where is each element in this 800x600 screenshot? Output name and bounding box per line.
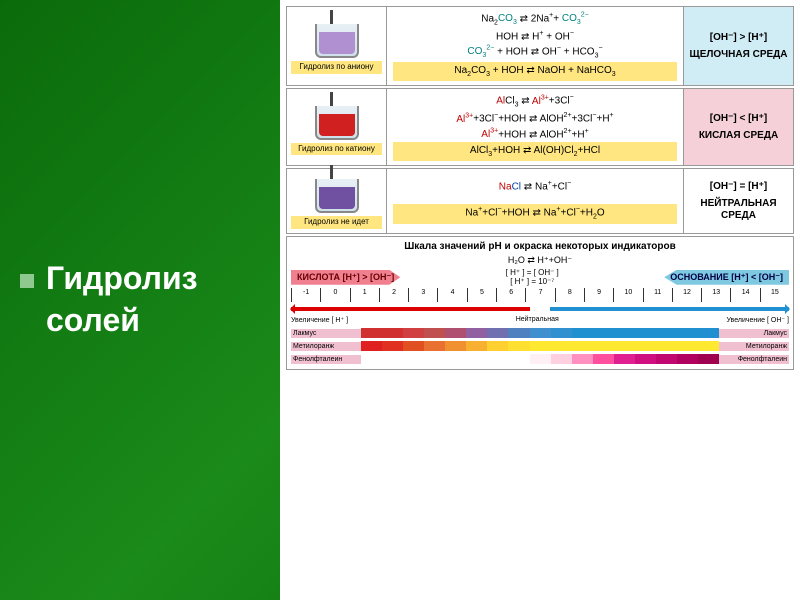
equations-cell: Na2CO3 ⇄ 2Na++ CO32−HOH ⇄ H+ + OH−CO32− … bbox=[387, 7, 683, 85]
result-cell: [OH⁻] > [H⁺] ЩЕЛОЧНАЯ СРЕДА bbox=[683, 7, 793, 85]
ph-section: Шкала значений pH и окраска некоторых ин… bbox=[286, 236, 794, 370]
result-inequality: [OH⁻] > [H⁺] bbox=[688, 32, 789, 43]
ph-tick: 12 bbox=[672, 288, 701, 302]
hydrolysis-row: Гидролиз по аниону Na2CO3 ⇄ 2Na++ CO32−HO… bbox=[286, 6, 794, 86]
ph-labels-row: КИСЛОТА [H⁺] > [OH⁻] [ H⁺ ] = [ OH⁻ ] [ … bbox=[291, 268, 789, 286]
ph-water-eq: H₂O ⇄ H⁺+OH⁻ bbox=[291, 255, 789, 266]
beaker-icon bbox=[312, 173, 362, 213]
content-panel: Гидролиз по аниону Na2CO3 ⇄ 2Na++ CO32−HO… bbox=[280, 0, 800, 600]
ph-tick: 9 bbox=[584, 288, 613, 302]
bullet-icon bbox=[20, 274, 34, 288]
equation: AlCl3 ⇄ Al3++3Cl− bbox=[393, 93, 677, 111]
hydrolysis-row: Гидролиз по катионуAlCl3 ⇄ Al3++3Cl−Al3+… bbox=[286, 88, 794, 166]
ph-tick: 2 bbox=[379, 288, 408, 302]
indicator-label-right: Фенолфталеин bbox=[719, 355, 789, 364]
result-cell: [OH⁻] < [H⁺] КИСЛАЯ СРЕДА bbox=[683, 89, 793, 165]
acid-arrow bbox=[291, 307, 530, 311]
ph-scale: -10123456789101112131415 bbox=[291, 288, 789, 302]
result-inequality: [OH⁻] = [H⁺] bbox=[688, 181, 789, 192]
ph-tick: 14 bbox=[730, 288, 759, 302]
ph-tick: 13 bbox=[701, 288, 730, 302]
beaker-icon bbox=[312, 18, 362, 58]
beaker-label: Гидролиз по катиону bbox=[291, 143, 382, 156]
equation: Al3++3Cl−+HOH ⇄ AlOH2++3Cl−+H+ bbox=[393, 111, 677, 126]
hydrolysis-row: Гидролиз не идет NaCl ⇄ Na++Cl− Na++Cl−+HO… bbox=[286, 168, 794, 234]
equations-cell: NaCl ⇄ Na++Cl− Na++Cl−+HOH ⇄ Na++Cl−+H2O bbox=[387, 169, 683, 233]
acid-tag: КИСЛОТА [H⁺] > [OH⁻] bbox=[291, 270, 400, 285]
ph-arrows bbox=[291, 304, 789, 314]
hydrolysis-rows: Гидролиз по аниону Na2CO3 ⇄ 2Na++ CO32−HO… bbox=[286, 6, 794, 234]
beaker-cell: Гидролиз не идет bbox=[287, 169, 387, 233]
equation: Na2CO3 ⇄ 2Na++ CO32− bbox=[393, 11, 677, 29]
indicator-label: Фенолфталеин bbox=[291, 355, 361, 364]
indicator-row: Метилоранж Метилоранж bbox=[291, 340, 789, 352]
equation: NaCl ⇄ Na++Cl− bbox=[393, 179, 677, 194]
indicator-row: Лакмус Лакмус bbox=[291, 327, 789, 339]
ph-tick: 7 bbox=[525, 288, 554, 302]
ph-arrow-labels: Увеличение [ H⁺ ] Нейтральная Увеличение… bbox=[291, 316, 789, 324]
equation: HOH ⇄ H+ + OH− bbox=[393, 29, 677, 44]
inc-h-label: Увеличение [ H⁺ ] bbox=[291, 316, 348, 324]
indicator-label-right: Метилоранж bbox=[719, 342, 789, 351]
equation: Na++Cl−+HOH ⇄ Na++Cl−+H2O bbox=[393, 204, 677, 224]
equations-cell: AlCl3 ⇄ Al3++3Cl−Al3++3Cl−+HOH ⇄ AlOH2++… bbox=[387, 89, 683, 165]
base-arrow bbox=[550, 307, 789, 311]
title-line-2: солей bbox=[46, 302, 140, 338]
equation: Na2CO3 + HOH ⇄ NaOH + NaHCO3 bbox=[393, 62, 677, 82]
title-panel: Гидролиз солей bbox=[0, 0, 280, 600]
title-line-1: Гидролиз bbox=[46, 260, 198, 296]
equation: AlCl3+HOH ⇄ Al(OH)Cl2+HCl bbox=[393, 142, 677, 162]
beaker-label: Гидролиз по аниону bbox=[291, 61, 382, 74]
ph-tick: 3 bbox=[408, 288, 437, 302]
indicator-row: Фенолфталеин Фенолфталеин bbox=[291, 353, 789, 365]
ph-tick: 4 bbox=[437, 288, 466, 302]
ph-tick: 5 bbox=[467, 288, 496, 302]
ph-tick: 6 bbox=[496, 288, 525, 302]
beaker-cell: Гидролиз по катиону bbox=[287, 89, 387, 165]
indicator-bar bbox=[361, 328, 719, 338]
result-label: НЕЙТРАЛЬНАЯ СРЕДА bbox=[688, 198, 789, 222]
beaker-cell: Гидролиз по аниону bbox=[287, 7, 387, 85]
ph-tick: 1 bbox=[350, 288, 379, 302]
slide: Гидролиз солей Гидролиз по аниону Na2CO3 … bbox=[0, 0, 800, 600]
base-tag: ОСНОВАНИЕ [H⁺] < [OH⁻] bbox=[664, 270, 789, 285]
beaker-label: Гидролиз не идет bbox=[291, 216, 382, 229]
ph-tick: 10 bbox=[613, 288, 642, 302]
indicator-label-right: Лакмус bbox=[719, 329, 789, 338]
ph-tick: 8 bbox=[555, 288, 584, 302]
equation: CO32− + HOH ⇄ OH− + HCO3− bbox=[393, 44, 677, 62]
result-cell: [OH⁻] = [H⁺] НЕЙТРАЛЬНАЯ СРЕДА bbox=[683, 169, 793, 233]
result-label: КИСЛАЯ СРЕДА bbox=[688, 130, 789, 142]
ph-tick: 15 bbox=[760, 288, 789, 302]
neutral-label: Нейтральная bbox=[516, 316, 559, 324]
equation: Al3++HOH ⇄ AlOH2++H+ bbox=[393, 127, 677, 142]
result-label: ЩЕЛОЧНАЯ СРЕДА bbox=[688, 49, 789, 61]
slide-title: Гидролиз солей bbox=[20, 258, 260, 341]
indicator-label: Лакмус bbox=[291, 329, 361, 338]
indicator-bar bbox=[361, 341, 719, 351]
indicator-label: Метилоранж bbox=[291, 342, 361, 351]
ph-tick: 0 bbox=[320, 288, 349, 302]
inc-oh-label: Увеличение [ OH⁻ ] bbox=[727, 316, 789, 324]
indicator-bar bbox=[361, 354, 719, 364]
indicators: Лакмус Лакмус Метилоранж Метилоранж Фенолфта… bbox=[291, 327, 789, 365]
result-inequality: [OH⁻] < [H⁺] bbox=[688, 113, 789, 124]
ph-mid-eq: [ H⁺ ] = [ OH⁻ ] [ H⁺ ] = 10⁻⁷ bbox=[506, 268, 559, 286]
beaker-icon bbox=[312, 100, 362, 140]
ph-tick: -1 bbox=[291, 288, 320, 302]
ph-tick: 11 bbox=[643, 288, 672, 302]
ph-title: Шкала значений pH и окраска некоторых ин… bbox=[291, 241, 789, 252]
